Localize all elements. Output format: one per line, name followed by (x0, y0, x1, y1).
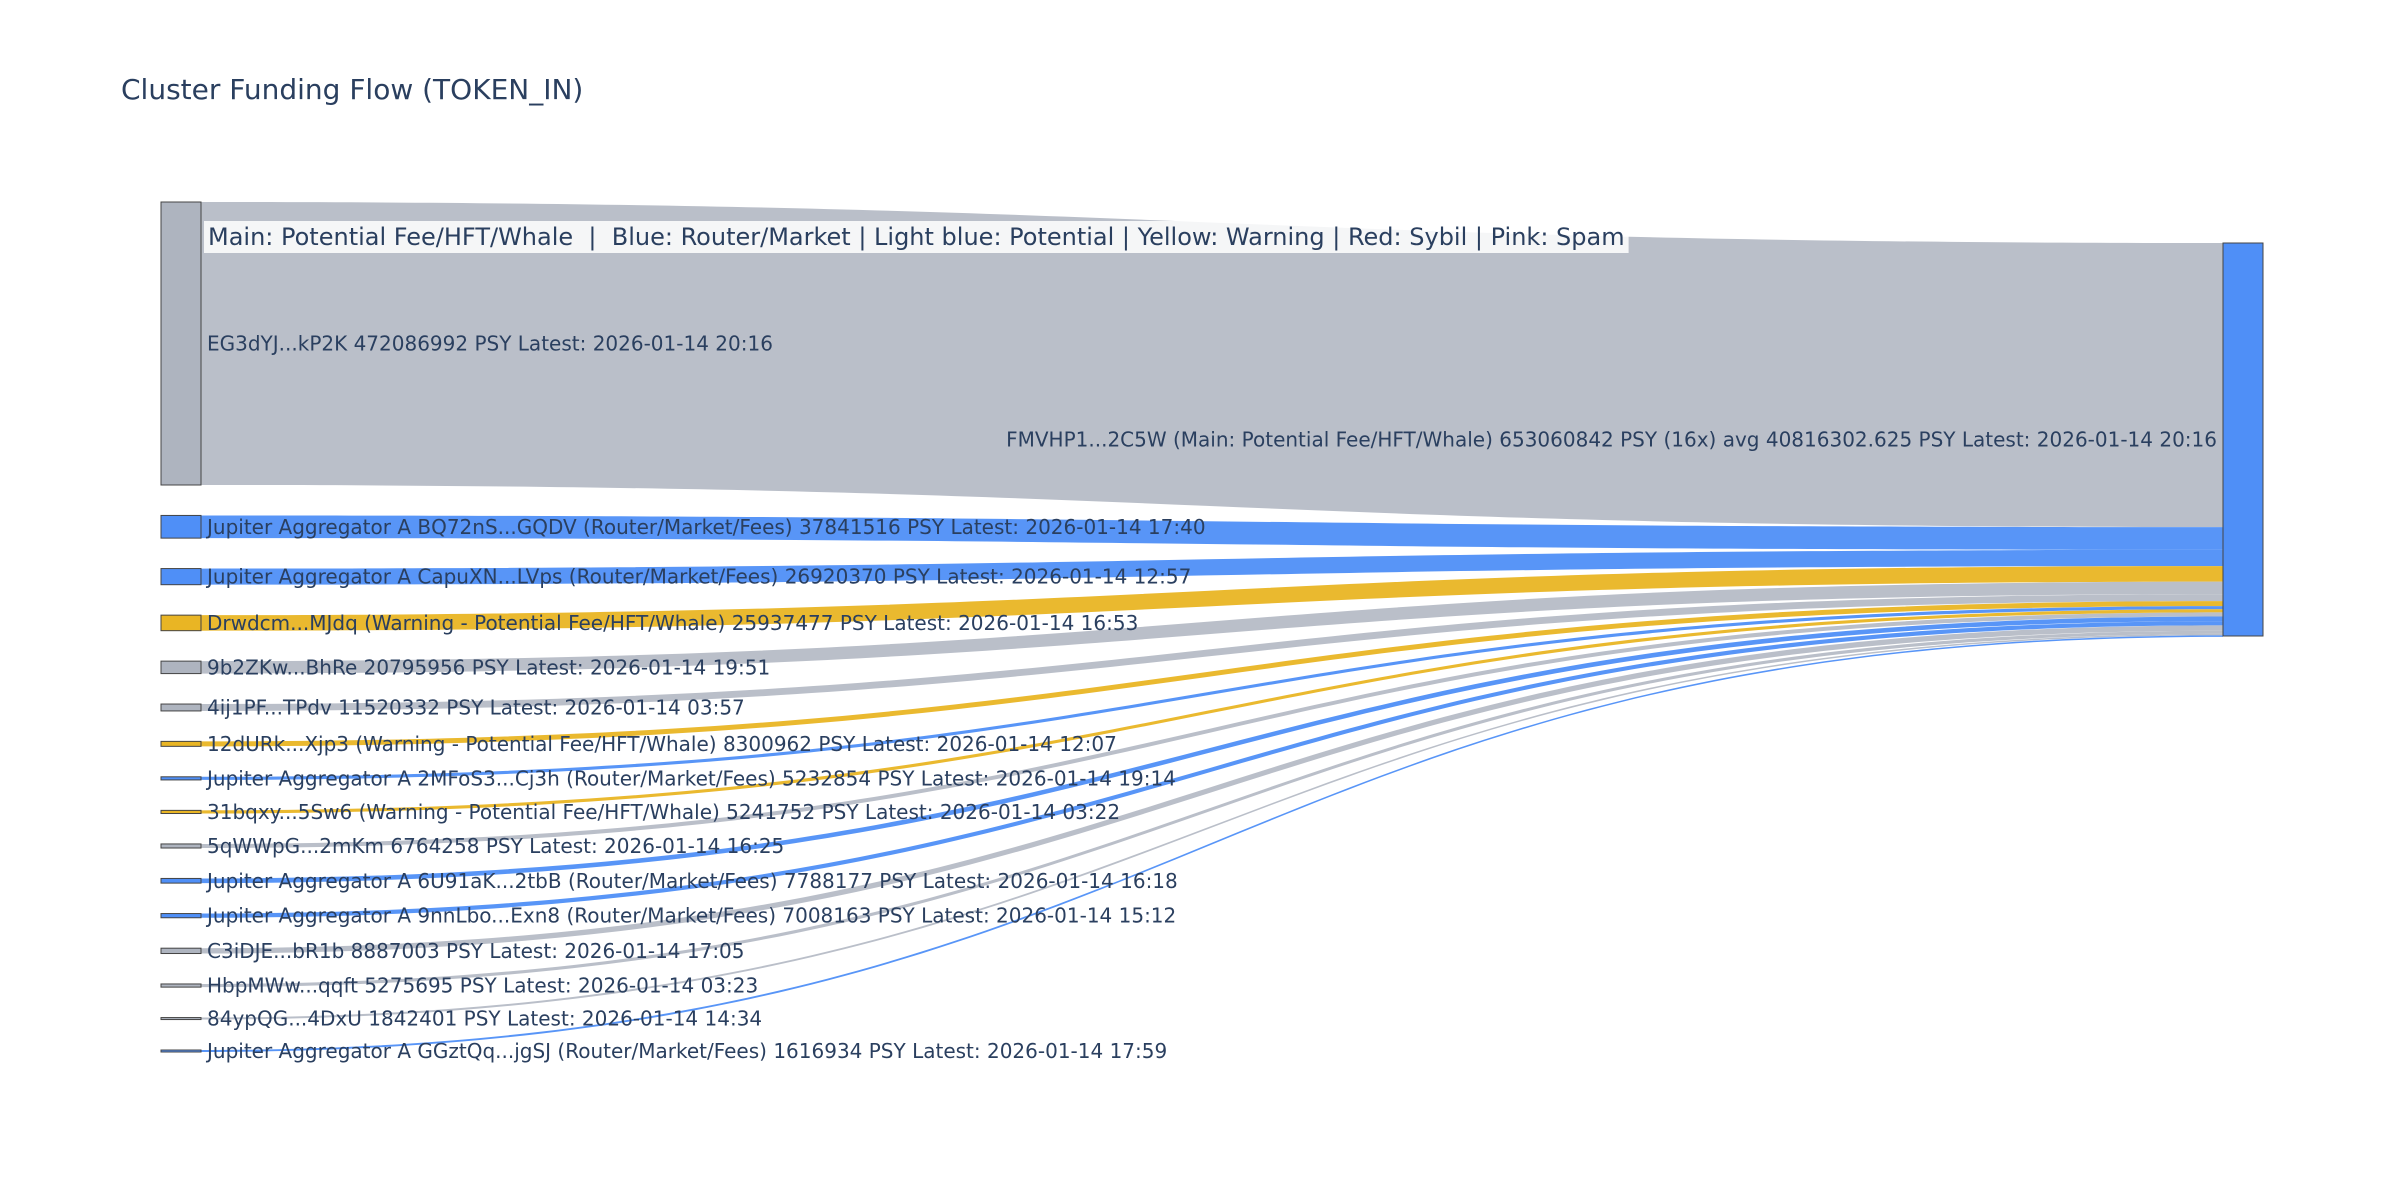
flow-link-12 (201, 621, 2223, 918)
source-label-14: HbpMWw...qqft 5275695 PSY Latest: 2026-0… (207, 974, 758, 998)
source-label-16: Jupiter Aggregator A GGztQq...jgSJ (Rout… (205, 1039, 1167, 1063)
source-node-7 (160, 740, 202, 747)
source-label-11: Jupiter Aggregator A 6U91aK...2tbB (Rout… (205, 869, 1178, 893)
flow-link-10 (201, 612, 2223, 849)
source-node-5 (160, 660, 202, 675)
source-label-13: C3iDJE...bR1b 8887003 PSY Latest: 2026-0… (207, 939, 745, 963)
source-node-1 (160, 201, 202, 486)
source-node-11 (160, 877, 202, 884)
flow-link-2 (201, 515, 2223, 550)
flow-link-14 (201, 630, 2223, 988)
labels-layer: EG3dYJ...kP2K 472086992 PSY Latest: 2026… (205, 332, 2217, 1064)
flow-link-3 (201, 549, 2223, 585)
source-label-1: EG3dYJ...kP2K 472086992 PSY Latest: 2026… (207, 332, 773, 356)
source-node-15 (160, 1017, 202, 1021)
source-label-4: Drwdcm...MJdq (Warning - Potential Fee/H… (207, 611, 1138, 635)
flow-link-1 (201, 202, 2223, 528)
source-label-12: Jupiter Aggregator A 9nnLbo...Exn8 (Rout… (205, 904, 1176, 928)
source-node-8 (160, 776, 202, 781)
source-node-3 (160, 568, 202, 586)
chart-title: Cluster Funding Flow (TOKEN_IN) (121, 73, 583, 106)
legend-text: Main: Potential Fee/HFT/Whale | Blue: Ro… (208, 223, 1625, 251)
flow-link-7 (201, 601, 2223, 747)
flow-link-8 (201, 606, 2223, 780)
links-layer (201, 202, 2223, 1052)
source-node-16 (160, 1049, 202, 1053)
source-node-2 (160, 514, 202, 539)
flow-link-4 (201, 566, 2223, 631)
source-label-9: 31bqxy...5Sw6 (Warning - Potential Fee/H… (207, 800, 1120, 824)
source-label-2: Jupiter Aggregator A BQ72nS...GQDV (Rout… (205, 515, 1206, 539)
flow-link-11 (201, 616, 2223, 884)
source-node-9 (160, 809, 202, 815)
flow-link-13 (201, 625, 2223, 954)
flow-link-15 (201, 633, 2223, 1020)
source-node-13 (160, 947, 202, 955)
source-node-14 (160, 983, 202, 988)
legend-background (204, 221, 1629, 253)
source-label-15: 84ypQG...4DxU 1842401 PSY Latest: 2026-0… (207, 1007, 762, 1031)
target-label: FMVHP1...2C5W (Main: Potential Fee/HFT/W… (1006, 428, 2217, 452)
source-label-6: 4ij1PF...TPdv 11520332 PSY Latest: 2026-… (207, 695, 745, 719)
source-node-10 (160, 843, 202, 849)
flow-link-5 (201, 581, 2223, 674)
flow-link-16 (201, 635, 2223, 1052)
flow-link-9 (201, 609, 2223, 814)
source-label-3: Jupiter Aggregator A CapuXN...LVps (Rout… (205, 565, 1191, 589)
source-label-8: Jupiter Aggregator A 2MFoS3...Cj3h (Rout… (205, 766, 1176, 790)
target-node (2222, 242, 2264, 637)
source-node-6 (160, 703, 202, 712)
source-node-12 (160, 913, 202, 919)
nodes-layer (160, 201, 2264, 1053)
source-node-4 (160, 614, 202, 632)
legend-box: Main: Potential Fee/HFT/Whale | Blue: Ro… (204, 221, 1629, 253)
source-label-7: 12dURk...Xjp3 (Warning - Potential Fee/H… (207, 732, 1117, 756)
source-label-5: 9b2ZKw...BhRe 20795956 PSY Latest: 2026-… (207, 655, 770, 679)
flow-link-6 (201, 594, 2223, 711)
source-label-10: 5qWWpG...2mKm 6764258 PSY Latest: 2026-0… (207, 834, 784, 858)
